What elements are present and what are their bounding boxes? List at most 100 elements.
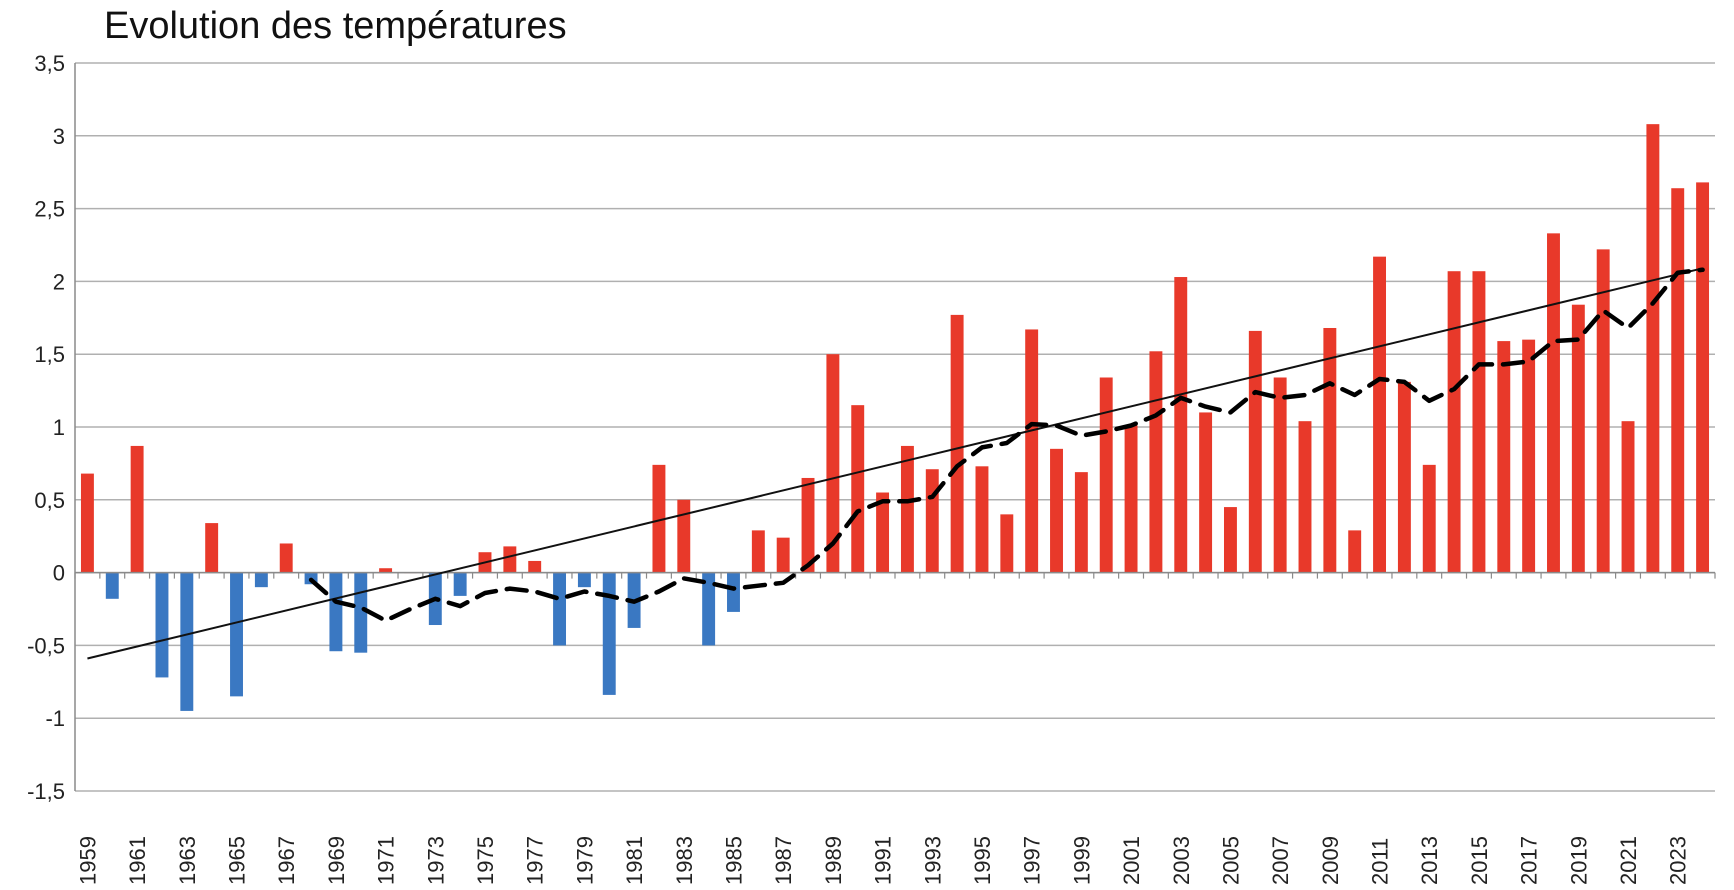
moving-average-line [308, 267, 1705, 623]
bar-1962 [155, 572, 169, 678]
x-tick-label: 2009 [1318, 836, 1343, 885]
bars [80, 124, 1710, 711]
bar-2012 [1397, 381, 1411, 573]
y-tick-label: 2 [53, 269, 65, 294]
bar-2010 [1348, 530, 1362, 573]
bar-1999 [1074, 472, 1088, 573]
x-tick-label: 1973 [423, 836, 448, 885]
x-tick-label: 2021 [1616, 836, 1641, 885]
bar-1992 [900, 445, 914, 573]
y-tick-label: 0 [53, 561, 65, 586]
bar-1963 [180, 572, 194, 711]
x-tick-label: 2017 [1517, 836, 1542, 885]
x-tick-label: 2001 [1119, 836, 1144, 885]
bar-2020 [1596, 249, 1610, 573]
x-tick-label: 1993 [920, 836, 945, 885]
x-tick-label: 1985 [721, 836, 746, 885]
bar-1971 [379, 568, 393, 573]
gridlines [75, 62, 1715, 792]
bar-1985 [727, 572, 740, 612]
bar-1966 [254, 572, 268, 588]
x-tick-label: 1991 [871, 836, 896, 885]
bar-2009 [1323, 327, 1337, 573]
x-tick-label: 1995 [970, 836, 995, 885]
chart-title: Evolution des températures [104, 5, 567, 47]
bar-1970 [354, 572, 368, 653]
x-tick-label: 1963 [175, 836, 200, 885]
x-tick-label: 2019 [1566, 836, 1591, 885]
bar-2004 [1199, 412, 1213, 573]
y-tick-label: 3 [53, 124, 65, 149]
bar-1967 [279, 543, 293, 573]
bar-1997 [1025, 329, 1039, 573]
x-tick-label: 1965 [225, 836, 250, 885]
bar-2007 [1273, 377, 1287, 573]
bar-2000 [1099, 377, 1113, 573]
x-tick-label: 1997 [1020, 836, 1045, 885]
x-tick-label: 1983 [672, 836, 697, 885]
bar-2017 [1522, 339, 1536, 573]
x-tick-label: 2003 [1169, 836, 1194, 885]
bar-2006 [1248, 330, 1262, 573]
x-tick-label: 1967 [274, 836, 299, 885]
bar-1988 [801, 477, 815, 573]
x-tick-label: 2005 [1218, 836, 1243, 885]
trend-line [87, 267, 1703, 660]
bar-1996 [1000, 514, 1014, 573]
bar-2022 [1646, 124, 1660, 573]
bar-2008 [1298, 421, 1312, 573]
bar-2021 [1621, 421, 1635, 573]
y-axis-ticks: -1,5 -1 -0,5 0 0,5 1 1,5 2 2,5 3 3,5 [27, 51, 65, 804]
bar-1978 [553, 572, 567, 646]
x-tick-label: 1989 [821, 836, 846, 885]
x-tick-label: 1977 [523, 836, 548, 885]
x-tick-label: 1971 [374, 836, 399, 885]
y-tick-label: 1 [53, 415, 65, 440]
x-tick-label: 1981 [622, 836, 647, 885]
bar-1960 [105, 572, 119, 599]
bar-1989 [826, 354, 840, 573]
bar-1979 [577, 572, 591, 588]
bar-1982 [652, 464, 666, 573]
bar-2024 [1696, 182, 1710, 573]
bar-1994 [950, 314, 964, 573]
x-tick-label: 1987 [771, 836, 796, 885]
x-tick-label: 1979 [572, 836, 597, 885]
x-axis-ticks: 1959 1961 1963 1965 1967 1969 1971 1973 1975 1977… [75, 836, 1690, 885]
bar-2013 [1422, 464, 1436, 573]
bar-1990 [851, 405, 865, 573]
bar-2015 [1472, 271, 1486, 573]
y-tick-label: 3,5 [34, 51, 65, 76]
bar-1961 [130, 445, 144, 573]
y-tick-label: -0,5 [27, 633, 65, 658]
bar-1991 [876, 492, 890, 573]
x-tick-label: 2007 [1268, 836, 1293, 885]
x-tick-label: 2023 [1666, 836, 1691, 885]
bar-1965 [230, 572, 243, 697]
bar-2014 [1447, 271, 1461, 573]
bar-2003 [1174, 277, 1188, 573]
y-tick-label: 2,5 [34, 197, 65, 222]
bar-2002 [1149, 351, 1163, 573]
x-tick-label: 1975 [473, 836, 498, 885]
bar-2019 [1571, 304, 1585, 573]
bar-1969 [329, 572, 343, 652]
bar-1998 [1050, 448, 1063, 573]
y-tick-label: 1,5 [34, 342, 65, 367]
bar-1983 [677, 499, 691, 573]
bar-1974 [453, 572, 467, 596]
bar-1986 [751, 530, 765, 573]
bar-1980 [602, 572, 616, 695]
bar-2023 [1671, 188, 1685, 573]
bar-1964 [205, 523, 219, 573]
bar-1987 [776, 537, 790, 573]
x-tick-label: 2015 [1467, 836, 1492, 885]
bar-1993 [925, 469, 939, 573]
overlay-lines [87, 267, 1705, 660]
x-tick-label: 1969 [324, 836, 349, 885]
bar-2018 [1547, 233, 1560, 573]
x-tick-label: 1999 [1069, 836, 1094, 885]
y-tick-label: -1 [45, 706, 65, 731]
bar-1976 [503, 546, 517, 573]
